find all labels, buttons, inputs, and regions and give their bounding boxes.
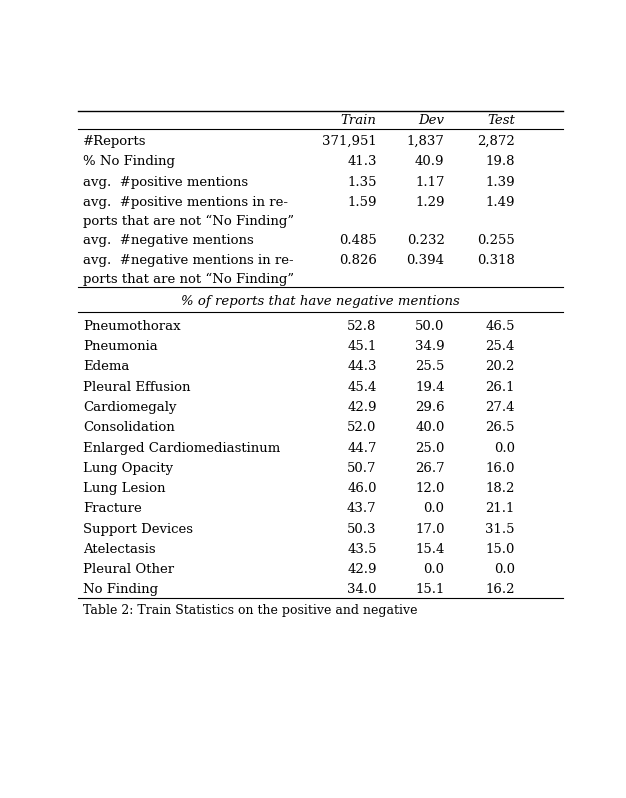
Text: 34.9: 34.9 <box>415 340 444 354</box>
Text: Train: Train <box>341 113 377 127</box>
Text: 25.5: 25.5 <box>415 361 444 373</box>
Text: 20.2: 20.2 <box>486 361 515 373</box>
Text: 50.7: 50.7 <box>347 462 377 475</box>
Text: 0.394: 0.394 <box>406 255 444 267</box>
Text: Atelectasis: Atelectasis <box>83 543 156 556</box>
Text: 27.4: 27.4 <box>485 401 515 414</box>
Text: 34.0: 34.0 <box>347 583 377 596</box>
Text: 1.17: 1.17 <box>415 176 444 188</box>
Text: Support Devices: Support Devices <box>83 523 193 535</box>
Text: #Reports: #Reports <box>83 135 146 148</box>
Text: 0.0: 0.0 <box>494 563 515 576</box>
Text: Lung Lesion: Lung Lesion <box>83 482 166 495</box>
Text: 0.232: 0.232 <box>407 234 444 247</box>
Text: Pneumonia: Pneumonia <box>83 340 158 354</box>
Text: ports that are not “No Finding”: ports that are not “No Finding” <box>83 273 294 286</box>
Text: 15.1: 15.1 <box>415 583 444 596</box>
Text: 52.0: 52.0 <box>347 421 377 434</box>
Text: 0.255: 0.255 <box>477 234 515 247</box>
Text: 52.8: 52.8 <box>347 320 377 333</box>
Text: 15.0: 15.0 <box>486 543 515 556</box>
Text: 15.4: 15.4 <box>415 543 444 556</box>
Text: 19.4: 19.4 <box>415 381 444 393</box>
Text: Consolidation: Consolidation <box>83 421 175 434</box>
Text: % of reports that have negative mentions: % of reports that have negative mentions <box>182 295 460 308</box>
Text: ports that are not “No Finding”: ports that are not “No Finding” <box>83 215 294 228</box>
Text: 21.1: 21.1 <box>486 503 515 516</box>
Text: 43.7: 43.7 <box>347 503 377 516</box>
Text: Dev: Dev <box>419 113 444 127</box>
Text: 40.9: 40.9 <box>415 156 444 168</box>
Text: 42.9: 42.9 <box>347 563 377 576</box>
Text: Pneumothorax: Pneumothorax <box>83 320 181 333</box>
Text: 1.49: 1.49 <box>485 196 515 209</box>
Text: 0.485: 0.485 <box>339 234 377 247</box>
Text: 40.0: 40.0 <box>415 421 444 434</box>
Text: avg.  #negative mentions in re-: avg. #negative mentions in re- <box>83 255 294 267</box>
Text: 45.4: 45.4 <box>347 381 377 393</box>
Text: Fracture: Fracture <box>83 503 142 516</box>
Text: Lung Opacity: Lung Opacity <box>83 462 173 475</box>
Text: 17.0: 17.0 <box>415 523 444 535</box>
Text: % No Finding: % No Finding <box>83 156 175 168</box>
Text: 16.2: 16.2 <box>485 583 515 596</box>
Text: Edema: Edema <box>83 361 130 373</box>
Text: 26.1: 26.1 <box>485 381 515 393</box>
Text: 45.1: 45.1 <box>347 340 377 354</box>
Text: 1.29: 1.29 <box>415 196 444 209</box>
Text: 44.7: 44.7 <box>347 441 377 455</box>
Text: 19.8: 19.8 <box>485 156 515 168</box>
Text: 0.0: 0.0 <box>424 503 444 516</box>
Text: Pleural Other: Pleural Other <box>83 563 174 576</box>
Text: 0.318: 0.318 <box>477 255 515 267</box>
Text: avg.  #positive mentions in re-: avg. #positive mentions in re- <box>83 196 288 209</box>
Text: 46.5: 46.5 <box>485 320 515 333</box>
Text: 1.35: 1.35 <box>347 176 377 188</box>
Text: 26.7: 26.7 <box>415 462 444 475</box>
Text: 25.4: 25.4 <box>486 340 515 354</box>
Text: Cardiomegaly: Cardiomegaly <box>83 401 177 414</box>
Text: 44.3: 44.3 <box>347 361 377 373</box>
Text: 43.5: 43.5 <box>347 543 377 556</box>
Text: 1,837: 1,837 <box>407 135 444 148</box>
Text: 31.5: 31.5 <box>485 523 515 535</box>
Text: 1.59: 1.59 <box>347 196 377 209</box>
Text: 26.5: 26.5 <box>485 421 515 434</box>
Text: 1.39: 1.39 <box>485 176 515 188</box>
Text: 18.2: 18.2 <box>486 482 515 495</box>
Text: Table 2: Train Statistics on the positive and negative: Table 2: Train Statistics on the positiv… <box>83 604 418 618</box>
Text: avg.  #positive mentions: avg. #positive mentions <box>83 176 249 188</box>
Text: 50.3: 50.3 <box>347 523 377 535</box>
Text: 29.6: 29.6 <box>415 401 444 414</box>
Text: 25.0: 25.0 <box>415 441 444 455</box>
Text: 0.0: 0.0 <box>494 441 515 455</box>
Text: 2,872: 2,872 <box>477 135 515 148</box>
Text: Enlarged Cardiomediastinum: Enlarged Cardiomediastinum <box>83 441 280 455</box>
Text: 50.0: 50.0 <box>415 320 444 333</box>
Text: Test: Test <box>487 113 515 127</box>
Text: No Finding: No Finding <box>83 583 158 596</box>
Text: 46.0: 46.0 <box>347 482 377 495</box>
Text: 42.9: 42.9 <box>347 401 377 414</box>
Text: Pleural Effusion: Pleural Effusion <box>83 381 190 393</box>
Text: 0.0: 0.0 <box>424 563 444 576</box>
Text: 371,951: 371,951 <box>322 135 377 148</box>
Text: 12.0: 12.0 <box>415 482 444 495</box>
Text: 16.0: 16.0 <box>485 462 515 475</box>
Text: 41.3: 41.3 <box>347 156 377 168</box>
Text: avg.  #negative mentions: avg. #negative mentions <box>83 234 254 247</box>
Text: 0.826: 0.826 <box>339 255 377 267</box>
